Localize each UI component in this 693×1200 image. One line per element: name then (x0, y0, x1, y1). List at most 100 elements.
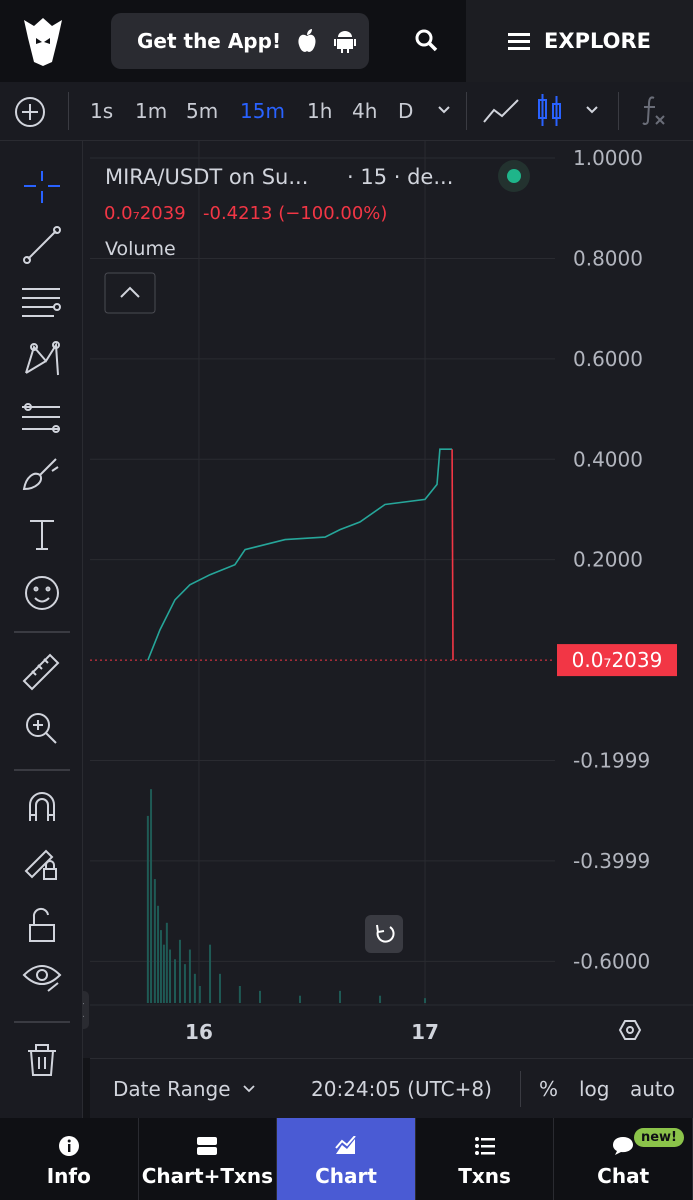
get-app-text: Get the App! (137, 29, 282, 53)
crosshair-tool[interactable] (24, 171, 60, 203)
brush-tool[interactable] (22, 458, 59, 491)
get-app-button[interactable]: Get the App! (111, 13, 369, 69)
volume-bar (198, 985, 201, 1003)
nav-tab[interactable]: Chart+Txns (139, 1118, 278, 1200)
drawing-tools (0, 141, 83, 1118)
price-line (147, 448, 453, 661)
chart-title: MIRA/USDT on Su... (105, 165, 308, 189)
percent-toggle[interactable]: % (539, 1077, 559, 1101)
explore-text: EXPLORE (544, 29, 651, 53)
interval-button[interactable]: 1m (135, 99, 168, 123)
visibility-tool[interactable] (22, 965, 62, 992)
y-tick-label: -0.3999 (573, 849, 650, 873)
nav-tab[interactable]: Chart (277, 1118, 416, 1200)
volume-bar (159, 930, 162, 1003)
volume-bar (183, 964, 186, 1003)
volume-bar (173, 959, 176, 1003)
emoji-tool[interactable] (25, 576, 59, 610)
apple-icon (298, 29, 316, 52)
tool-icons (14, 171, 70, 1076)
nav-icon (335, 1136, 356, 1154)
last-price-label: 0.0₇2039 (572, 648, 663, 672)
volume-bar (153, 879, 156, 1003)
log-toggle[interactable]: log (579, 1077, 610, 1101)
header: Get the App! EXPLORE (0, 0, 693, 82)
volume-bar (165, 922, 168, 1003)
nav-tab[interactable]: Info (0, 1118, 139, 1200)
interval-button[interactable]: D (398, 99, 414, 123)
y-tick-label: 0.2000 (573, 548, 643, 572)
lock-drawings-tool[interactable] (24, 849, 57, 880)
volume-bar (258, 990, 261, 1003)
price-change: -0.4213 (−100.00%) (203, 203, 387, 224)
volume-bar (162, 944, 165, 1003)
lock-tool[interactable] (29, 907, 55, 942)
prediction-tool[interactable] (22, 403, 60, 433)
text-tool[interactable] (30, 520, 54, 550)
formula-icon[interactable] (640, 94, 668, 128)
bottom-nav: Info Chart+Txns Chart Txns Chat new! (0, 1118, 693, 1200)
auto-toggle[interactable]: auto (630, 1077, 676, 1101)
search-icon[interactable] (414, 28, 440, 54)
collapse-button[interactable] (104, 272, 156, 314)
y-tick-label: -0.6000 (573, 949, 650, 973)
volume-bar (178, 939, 181, 1003)
nav-label: Txns (458, 1164, 511, 1188)
add-indicator[interactable] (14, 96, 46, 128)
interval-button[interactable]: 1h (307, 99, 333, 123)
volume-bar (169, 949, 172, 1003)
trendline-tool[interactable] (23, 226, 61, 264)
pattern-tool[interactable] (25, 341, 60, 376)
toolbar: 1s 1m 5m 15m 1h 4h D (0, 82, 693, 141)
interval-button[interactable]: 4h (352, 99, 378, 123)
volume-bar (157, 905, 160, 1003)
nav-label: Info (46, 1164, 91, 1188)
reset-button[interactable] (365, 915, 403, 953)
price-quote: 0.0₇2039 (104, 203, 186, 224)
nav-label: Chart+Txns (141, 1164, 274, 1188)
explore-button[interactable]: EXPLORE (466, 0, 693, 82)
nav-icon (613, 1137, 634, 1155)
chevron[interactable] (584, 102, 600, 118)
nav-tab[interactable]: Txns (416, 1118, 555, 1200)
divider (68, 92, 69, 130)
volume-bar (424, 998, 427, 1003)
scroll-handle[interactable] (83, 991, 89, 1029)
chevron (243, 1085, 255, 1093)
status-dot (507, 169, 521, 183)
date-range[interactable]: Date Range (113, 1077, 231, 1101)
fib-tool[interactable] (22, 288, 61, 317)
logo[interactable] (22, 16, 64, 68)
divider (466, 92, 467, 130)
chart-subtitle: · 15 · de... (347, 165, 453, 189)
chevron[interactable] (436, 102, 452, 118)
volume-bar (379, 995, 382, 1003)
y-tick-label: 0.8000 (573, 246, 643, 270)
y-tick-label: 0.4000 (573, 447, 643, 471)
interval-button[interactable]: 1s (90, 99, 114, 123)
volume-label: Volume (105, 238, 176, 260)
line-chart-icon[interactable] (482, 96, 520, 126)
magnet-tool[interactable] (29, 792, 55, 821)
interval-button[interactable]: 15m (240, 99, 285, 123)
nav-label: Chart (315, 1164, 377, 1188)
volume-bar (339, 990, 342, 1003)
clock: 20:24:05 (UTC+8) (311, 1077, 492, 1101)
y-tick-label: -0.1999 (573, 748, 650, 772)
candle-icon[interactable] (536, 92, 564, 130)
volume-bar (238, 985, 241, 1003)
ruler-tool[interactable] (22, 653, 60, 691)
last-price-box (557, 644, 677, 677)
volume-bar (188, 949, 191, 1003)
delete-tool[interactable] (28, 1044, 56, 1076)
new-badge: new! (633, 1128, 684, 1147)
y-tick-label: 0.6000 (573, 347, 643, 371)
divider (618, 92, 619, 130)
zoom-tool[interactable] (26, 713, 57, 744)
nav-tab[interactable]: Chat new! (554, 1118, 693, 1200)
volume-bar (150, 789, 153, 1003)
interval-button[interactable]: 5m (186, 99, 219, 123)
nav-icon (58, 1136, 79, 1156)
settings-icon[interactable] (618, 1020, 642, 1040)
